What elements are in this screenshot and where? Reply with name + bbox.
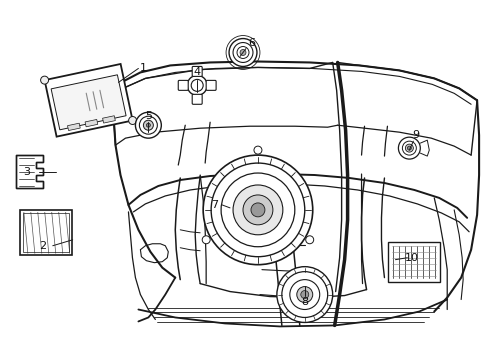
Circle shape xyxy=(251,203,265,217)
Text: 3: 3 xyxy=(24,167,30,177)
Bar xyxy=(20,210,72,255)
Bar xyxy=(389,242,440,282)
Polygon shape xyxy=(45,64,133,137)
Circle shape xyxy=(297,287,313,302)
Circle shape xyxy=(129,117,137,125)
Circle shape xyxy=(254,146,262,154)
Circle shape xyxy=(243,195,273,225)
Polygon shape xyxy=(85,120,98,127)
Circle shape xyxy=(203,155,313,265)
Circle shape xyxy=(306,236,314,244)
Circle shape xyxy=(301,291,309,298)
Circle shape xyxy=(202,236,210,244)
Text: 5: 5 xyxy=(145,111,152,121)
Polygon shape xyxy=(16,155,43,188)
Polygon shape xyxy=(102,116,115,123)
Circle shape xyxy=(144,120,153,130)
FancyBboxPatch shape xyxy=(178,80,188,90)
Circle shape xyxy=(240,50,246,55)
Text: 9: 9 xyxy=(412,130,419,140)
Circle shape xyxy=(41,76,49,84)
Polygon shape xyxy=(51,75,126,130)
Circle shape xyxy=(135,112,161,138)
Circle shape xyxy=(187,75,207,95)
Circle shape xyxy=(233,185,283,235)
Circle shape xyxy=(398,137,420,159)
Polygon shape xyxy=(68,123,80,131)
FancyBboxPatch shape xyxy=(192,94,202,104)
Text: 6: 6 xyxy=(248,37,255,48)
Text: 4: 4 xyxy=(194,67,201,77)
Text: 10: 10 xyxy=(404,253,418,263)
FancyBboxPatch shape xyxy=(206,80,216,90)
Circle shape xyxy=(277,267,333,323)
Circle shape xyxy=(407,146,412,150)
Circle shape xyxy=(229,39,257,67)
Text: 8: 8 xyxy=(301,297,308,306)
Text: 7: 7 xyxy=(212,200,219,210)
Circle shape xyxy=(405,144,414,152)
Circle shape xyxy=(147,123,150,127)
Text: 1: 1 xyxy=(140,63,147,73)
FancyBboxPatch shape xyxy=(192,67,202,76)
Bar xyxy=(23,213,69,252)
Text: 2: 2 xyxy=(39,241,47,251)
